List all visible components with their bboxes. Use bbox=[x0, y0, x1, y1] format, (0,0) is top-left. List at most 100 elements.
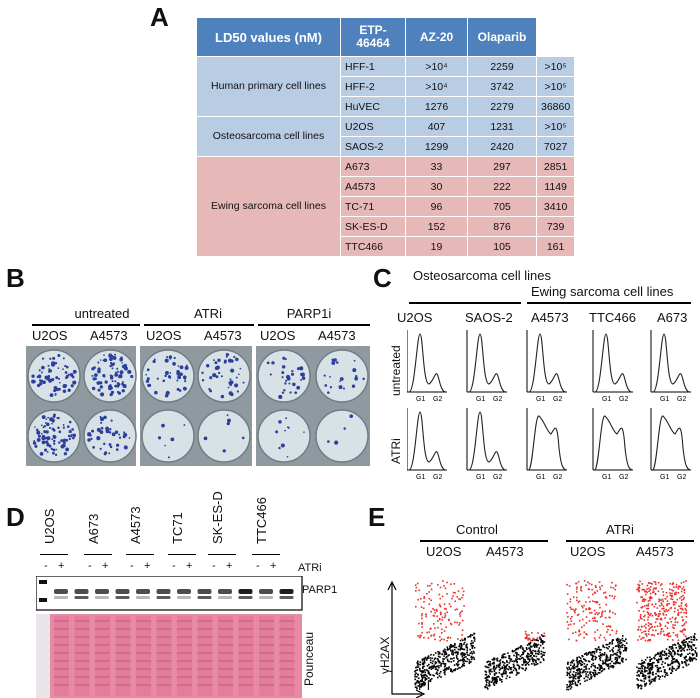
table-header-row: LD50 values (nM) ETP-46464 AZ-20 Olapari… bbox=[196, 17, 575, 57]
positive-dot bbox=[654, 592, 657, 595]
positive-dot bbox=[604, 639, 607, 641]
cell-dot bbox=[657, 675, 660, 678]
cell-dot bbox=[457, 651, 459, 654]
cell-dot bbox=[613, 653, 616, 655]
colony bbox=[72, 433, 77, 438]
cell-dot bbox=[538, 651, 541, 653]
cell-dot bbox=[512, 669, 515, 672]
cell-dot bbox=[639, 685, 641, 687]
positive-dot bbox=[596, 602, 598, 604]
colony bbox=[109, 374, 113, 377]
g1-tick: G1 bbox=[536, 474, 545, 481]
positive-dot bbox=[644, 614, 646, 617]
ponceau-band bbox=[95, 620, 110, 622]
cell-dot bbox=[498, 669, 501, 671]
cell-dot bbox=[421, 680, 423, 682]
positive-dot bbox=[670, 594, 673, 597]
colony bbox=[339, 377, 344, 381]
cell-dot bbox=[569, 671, 572, 673]
colony bbox=[294, 391, 298, 395]
cell-dot bbox=[677, 642, 679, 645]
cell-dot bbox=[686, 648, 689, 651]
colony bbox=[49, 357, 52, 360]
colony bbox=[44, 422, 47, 424]
positive-dot bbox=[533, 639, 536, 642]
cell-dot bbox=[609, 656, 612, 659]
cell-dot bbox=[649, 672, 652, 675]
cell-dot bbox=[625, 646, 628, 649]
colony bbox=[99, 359, 102, 361]
positive-dot bbox=[652, 589, 655, 591]
ponceau-band bbox=[197, 668, 213, 670]
cell-dot bbox=[570, 686, 573, 688]
cell-dot bbox=[614, 645, 617, 648]
ponceau-band bbox=[136, 620, 151, 622]
cell-dot bbox=[575, 671, 577, 674]
cell-dot bbox=[683, 647, 685, 650]
cell-dot bbox=[660, 657, 663, 659]
ponceau-band bbox=[74, 644, 90, 646]
cell-dot bbox=[605, 663, 608, 666]
cell-dot bbox=[417, 663, 420, 665]
positive-dot bbox=[421, 626, 423, 628]
positive-dot bbox=[645, 590, 647, 593]
positive-dot bbox=[443, 585, 445, 587]
cell-dot bbox=[691, 659, 694, 661]
positive-dot bbox=[661, 607, 664, 610]
positive-dot bbox=[443, 638, 445, 641]
positive-dot bbox=[667, 609, 670, 611]
cell-dot bbox=[417, 666, 420, 668]
colony bbox=[114, 384, 118, 388]
colony bbox=[302, 377, 306, 381]
positive-dot bbox=[598, 603, 601, 606]
cell-dot bbox=[526, 654, 528, 657]
cell-dot bbox=[625, 649, 627, 652]
cell-dot bbox=[589, 672, 591, 675]
positive-dot bbox=[423, 596, 426, 598]
colony bbox=[103, 375, 106, 378]
cell-dot bbox=[429, 674, 431, 676]
positive-dot bbox=[652, 629, 654, 632]
cell-dot bbox=[417, 685, 420, 687]
positive-dot bbox=[430, 599, 433, 602]
positive-dot bbox=[462, 590, 465, 593]
cell-dot bbox=[677, 661, 679, 663]
colony bbox=[72, 436, 75, 440]
positive-dot bbox=[636, 588, 638, 591]
cell-dot bbox=[514, 652, 517, 654]
cell-dot bbox=[686, 637, 688, 640]
colony bbox=[128, 437, 131, 439]
cell-dot bbox=[501, 667, 503, 670]
cell-dot bbox=[523, 649, 525, 652]
positive-dot bbox=[448, 603, 451, 605]
positive-dot bbox=[578, 600, 581, 603]
cell-dot bbox=[504, 653, 506, 655]
colony bbox=[226, 422, 230, 426]
ponceau-band bbox=[279, 660, 295, 662]
positive-dot bbox=[685, 621, 687, 623]
cell-dot bbox=[542, 651, 545, 654]
cell-dot bbox=[636, 674, 638, 677]
colony bbox=[36, 430, 41, 435]
positive-dot bbox=[659, 632, 662, 635]
cell-dot bbox=[595, 649, 598, 652]
cell-dot bbox=[455, 646, 458, 649]
cell-dot bbox=[484, 686, 487, 689]
cell-dot bbox=[501, 675, 504, 678]
table-header-title: LD50 values (nM) bbox=[196, 17, 341, 57]
cell-dot bbox=[567, 688, 570, 691]
cell-dot bbox=[681, 660, 683, 663]
positive-dot bbox=[674, 592, 676, 594]
cell-dot bbox=[614, 656, 617, 659]
positive-dot bbox=[524, 630, 527, 633]
ponceau-band bbox=[259, 652, 274, 654]
positive-dot bbox=[603, 592, 605, 594]
ld50-value: 705 bbox=[467, 196, 537, 217]
positive-dot bbox=[537, 632, 539, 634]
cell-dot bbox=[583, 669, 585, 671]
positive-dot bbox=[674, 624, 676, 627]
treatment-sign: - bbox=[44, 560, 48, 572]
cell-dot bbox=[516, 656, 518, 659]
cell-dot bbox=[587, 653, 590, 655]
cell-dot bbox=[677, 665, 680, 668]
